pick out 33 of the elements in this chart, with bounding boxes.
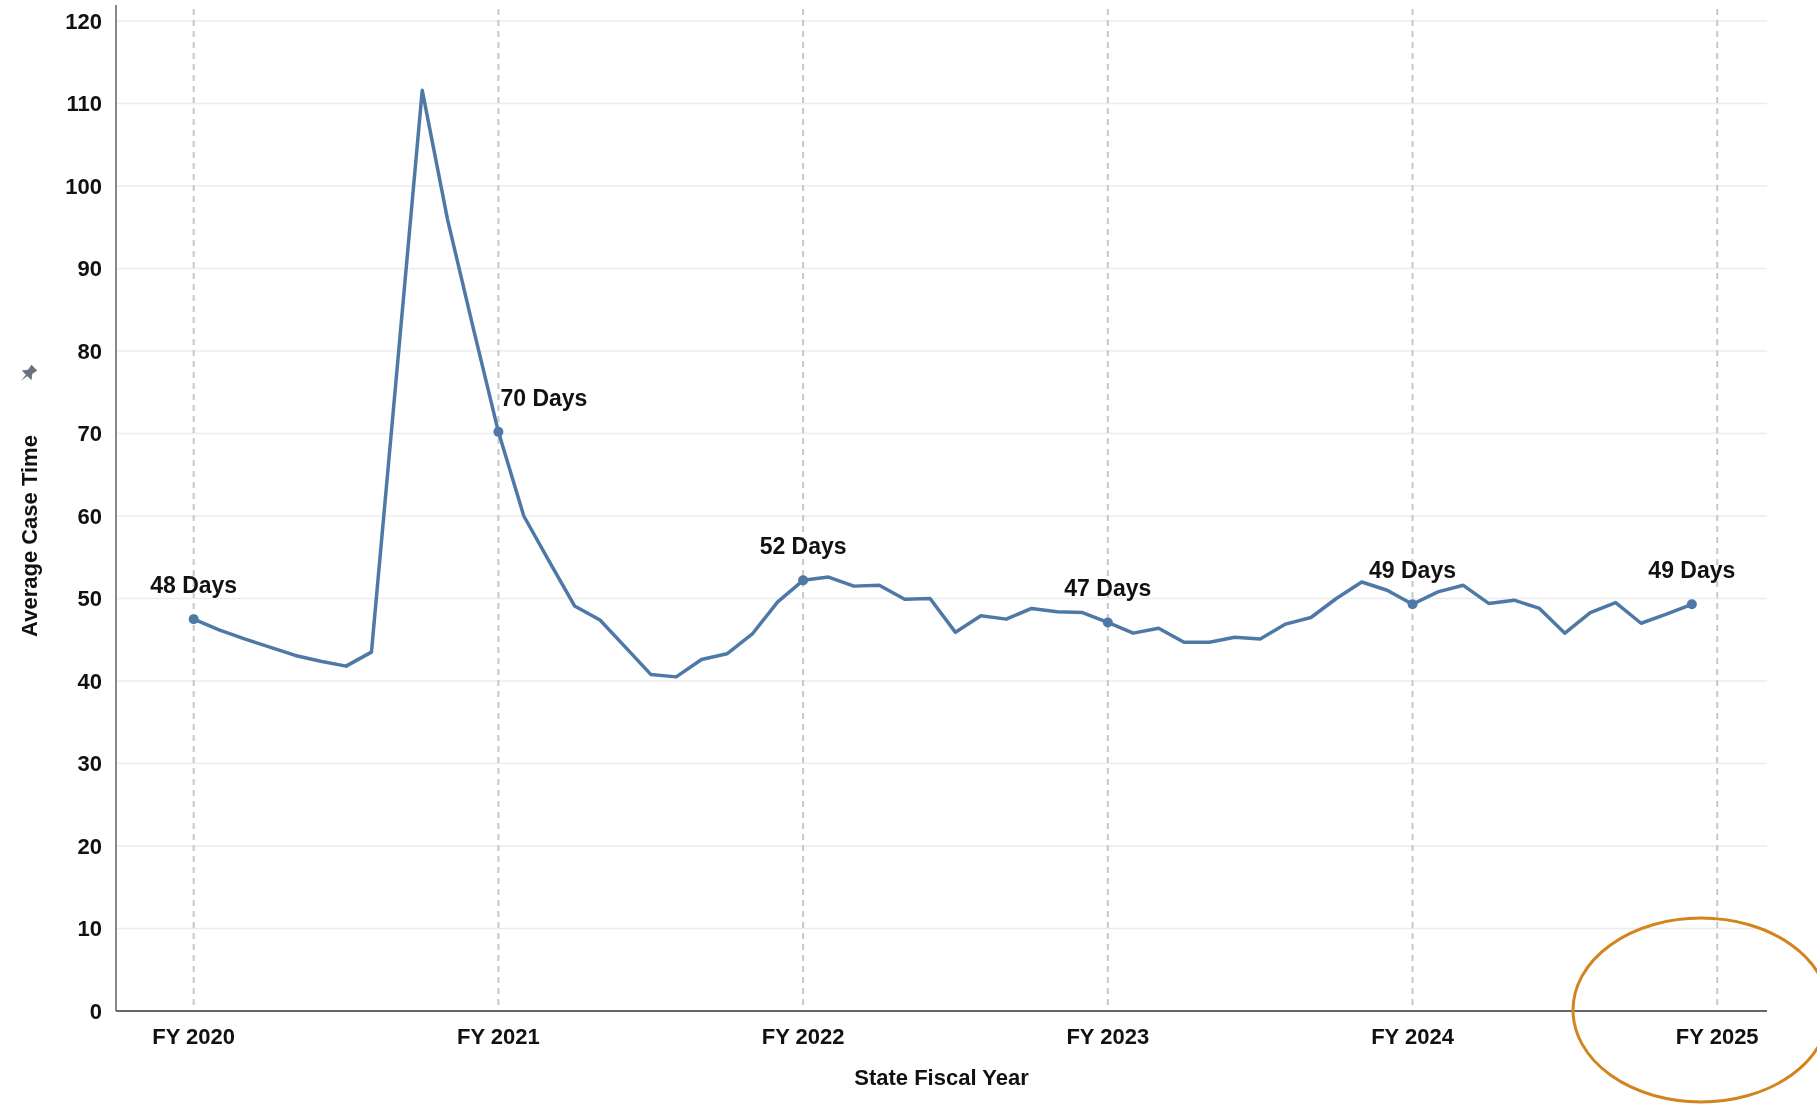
y-tick-label: 90: [77, 256, 102, 282]
y-axis-title: Average Case Time: [17, 435, 42, 637]
x-tick-label: FY 2024: [1371, 1024, 1455, 1049]
x-tick-label: FY 2021: [457, 1024, 540, 1049]
point: [188, 614, 199, 625]
point: [1102, 617, 1113, 628]
y-tick-label: 70: [77, 421, 102, 447]
y-tick-label: 30: [77, 751, 102, 777]
y-tick-label: 0: [89, 998, 102, 1024]
annotation: 48 Days: [150, 572, 238, 599]
x-tick-label: FY 2020: [152, 1024, 236, 1049]
point: [1686, 599, 1697, 610]
annotation: 47 Days: [1064, 575, 1152, 602]
annotation: 52 Days: [759, 533, 847, 560]
annotation: 49 Days: [1369, 557, 1457, 584]
y-tick-label: 40: [77, 668, 102, 694]
y-tick-label: 10: [77, 916, 102, 942]
x-tick-label: FY 2025: [1675, 1024, 1759, 1049]
x-axis-title: State Fiscal Year: [854, 1065, 1030, 1090]
x-tick-label: FY 2023: [1066, 1024, 1150, 1049]
point: [798, 575, 809, 586]
x-tick-label: FY 2022: [761, 1024, 845, 1049]
y-tick-label: 20: [77, 833, 102, 859]
point: [493, 426, 504, 437]
annotation: 49 Days: [1648, 557, 1736, 584]
point: [1407, 599, 1418, 610]
y-tick-label: 110: [66, 91, 102, 117]
y-tick-label: 120: [65, 8, 102, 34]
y-tick-label: 80: [77, 338, 102, 364]
y-tick-label: 60: [77, 503, 102, 529]
y-tick-label: 50: [77, 586, 102, 612]
annotation: 70 Days: [500, 384, 588, 411]
y-tick-label: 100: [65, 173, 102, 199]
